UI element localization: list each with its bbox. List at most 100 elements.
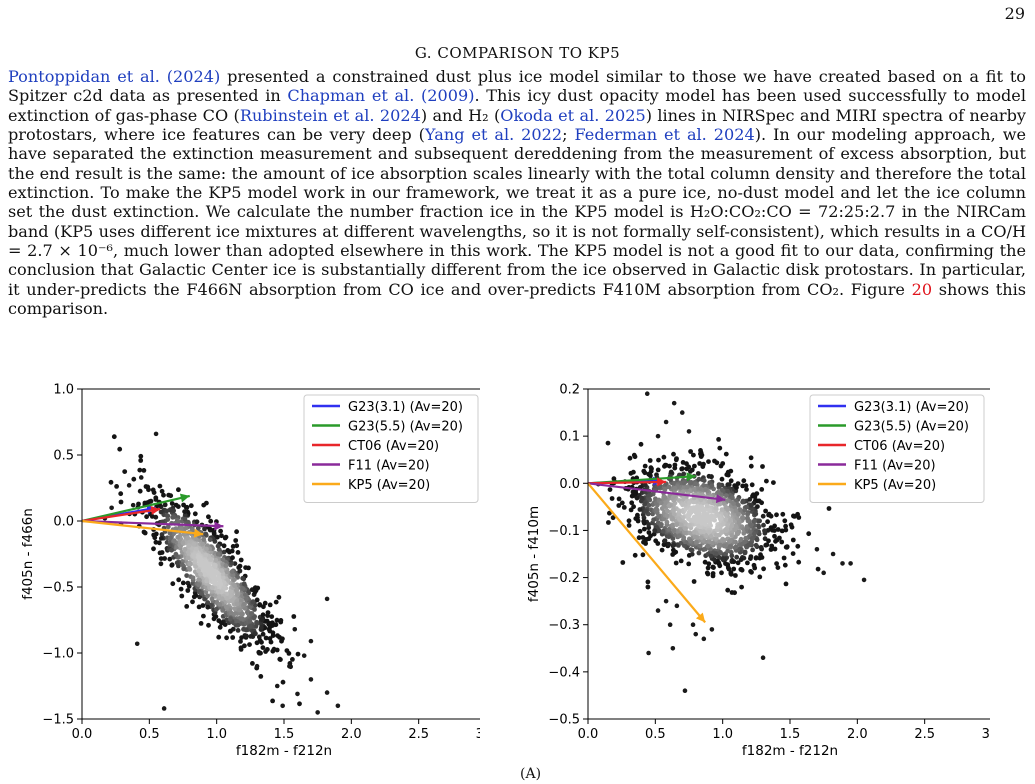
data-point bbox=[196, 582, 201, 588]
data-point bbox=[631, 469, 636, 475]
data-point bbox=[274, 647, 280, 653]
data-point bbox=[674, 603, 680, 609]
vector-head bbox=[657, 477, 667, 487]
data-point bbox=[691, 505, 697, 510]
data-point bbox=[745, 515, 750, 521]
data-point bbox=[662, 538, 668, 543]
data-point bbox=[734, 554, 740, 560]
data-point bbox=[234, 573, 240, 579]
data-point bbox=[268, 639, 274, 645]
data-point bbox=[671, 542, 677, 548]
data-point bbox=[176, 487, 181, 493]
data-point bbox=[723, 517, 729, 522]
data-point bbox=[795, 543, 801, 549]
data-point bbox=[750, 547, 755, 553]
data-point bbox=[218, 528, 224, 534]
data-point bbox=[704, 503, 710, 509]
data-point bbox=[646, 502, 652, 508]
data-point bbox=[655, 608, 661, 613]
data-point bbox=[656, 513, 661, 519]
data-point bbox=[211, 530, 217, 535]
data-point bbox=[266, 626, 272, 632]
data-point bbox=[780, 511, 786, 517]
data-point bbox=[642, 502, 647, 507]
citation-link[interactable]: Chapman et al. (2009) bbox=[287, 86, 475, 106]
citation-link[interactable]: Okoda et al. 2025 bbox=[500, 105, 646, 125]
legend-box bbox=[303, 394, 479, 503]
data-point bbox=[208, 518, 214, 524]
data-point bbox=[308, 638, 314, 644]
data-point bbox=[265, 610, 271, 615]
data-point bbox=[782, 518, 788, 524]
data-point bbox=[666, 484, 672, 490]
data-point bbox=[253, 631, 258, 637]
data-point bbox=[166, 492, 172, 498]
data-point bbox=[647, 458, 653, 463]
data-point bbox=[691, 487, 697, 492]
figure-reference-link[interactable]: 20 bbox=[911, 279, 933, 299]
data-point bbox=[723, 451, 729, 457]
data-point bbox=[227, 616, 233, 622]
data-point bbox=[626, 518, 632, 524]
data-point bbox=[713, 509, 719, 515]
data-point bbox=[185, 588, 191, 593]
data-point bbox=[676, 533, 682, 539]
data-point bbox=[252, 607, 257, 612]
data-point bbox=[170, 581, 176, 587]
data-point bbox=[636, 535, 642, 541]
data-point bbox=[781, 555, 787, 561]
data-point bbox=[212, 564, 218, 569]
data-point bbox=[191, 541, 197, 547]
data-point bbox=[248, 634, 254, 639]
data-point bbox=[670, 645, 676, 651]
data-point bbox=[783, 523, 788, 529]
data-point bbox=[240, 616, 245, 622]
data-point bbox=[764, 478, 769, 484]
data-point bbox=[707, 539, 712, 545]
data-point bbox=[716, 437, 721, 442]
data-point bbox=[284, 648, 290, 653]
citation-link[interactable]: Federman et al. 2024 bbox=[574, 125, 755, 145]
data-point bbox=[691, 499, 697, 505]
citation-link[interactable]: Yang et al. 2022 bbox=[424, 125, 563, 145]
data-point bbox=[228, 589, 234, 594]
data-point bbox=[790, 537, 796, 543]
legend-label: CT06 (Av=20) bbox=[854, 439, 945, 454]
data-point bbox=[266, 621, 272, 627]
data-point bbox=[688, 480, 694, 485]
data-point bbox=[180, 540, 186, 546]
data-point bbox=[267, 602, 273, 608]
data-point bbox=[707, 499, 712, 504]
data-point bbox=[235, 591, 241, 597]
data-point bbox=[230, 555, 235, 561]
data-point bbox=[232, 611, 238, 616]
data-point bbox=[717, 563, 723, 569]
data-point bbox=[736, 520, 742, 526]
citation-link[interactable]: Pontoppidan et al. (2024) bbox=[8, 67, 221, 86]
data-point bbox=[629, 500, 635, 506]
data-point bbox=[848, 561, 853, 566]
citation-link[interactable]: Rubinstein et al. 2024 bbox=[239, 105, 421, 125]
data-point bbox=[682, 543, 687, 548]
data-point bbox=[675, 542, 680, 548]
data-point bbox=[731, 566, 737, 572]
data-point bbox=[196, 604, 202, 610]
data-point bbox=[769, 543, 775, 549]
data-point bbox=[671, 511, 677, 517]
data-point bbox=[705, 565, 711, 571]
data-point bbox=[202, 596, 208, 602]
vector-1 bbox=[81, 493, 190, 523]
data-point bbox=[745, 560, 750, 566]
y-tick-label: 0.1 bbox=[559, 430, 580, 445]
data-point bbox=[274, 617, 280, 623]
data-point bbox=[689, 547, 695, 553]
data-point bbox=[677, 517, 682, 522]
data-point bbox=[772, 528, 777, 533]
data-point bbox=[175, 504, 181, 509]
data-point bbox=[742, 550, 748, 555]
data-point bbox=[223, 563, 229, 569]
data-point bbox=[621, 505, 627, 510]
data-point bbox=[297, 701, 302, 707]
data-point bbox=[648, 465, 654, 471]
data-point bbox=[278, 657, 283, 662]
